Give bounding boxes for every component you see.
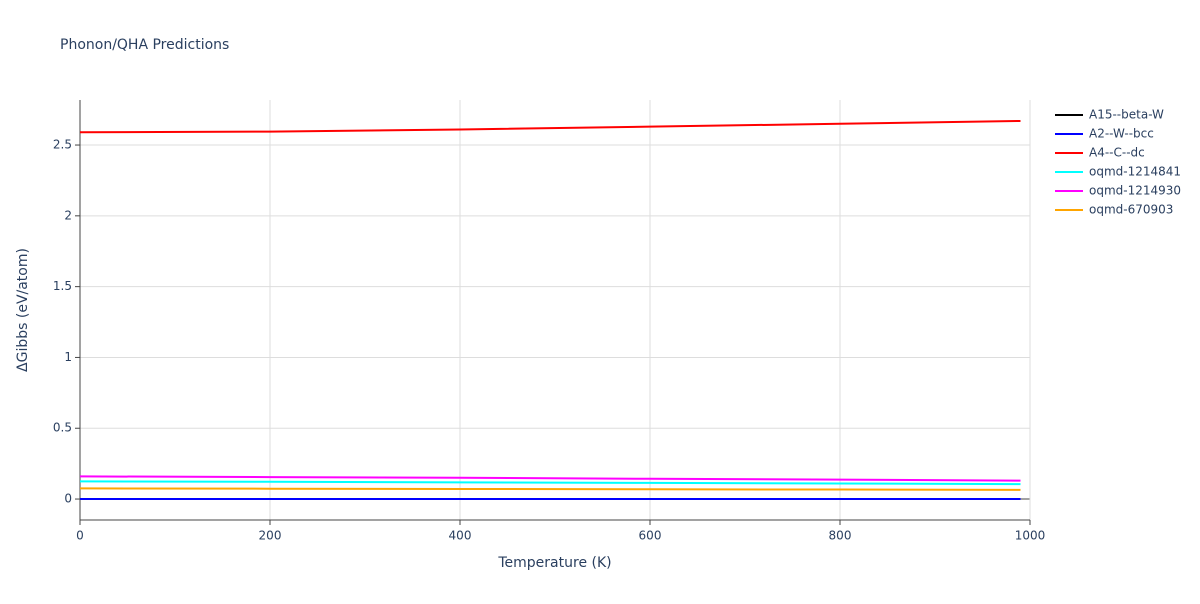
y-tick-label: 1.5 [53,279,72,293]
x-tick-label: 400 [449,529,472,543]
y-tick-label: 2.5 [53,138,72,152]
series-line [79,480,1021,486]
legend-label: oqmd-1214841 [1089,165,1181,179]
legend-label: A15--beta-W [1089,108,1164,122]
chart-title: Phonon/QHA Predictions [60,37,229,53]
x-axis-label: Temperature (K) [497,555,611,571]
legend-label: oqmd-670903 [1089,203,1173,217]
y-tick-label: 0 [64,492,72,506]
x-tick-label: 200 [259,529,282,543]
x-tick-label: 0 [76,529,84,543]
legend-label: A4--C--dc [1089,146,1145,160]
series-line [79,487,1021,491]
y-tick-label: 0.5 [53,421,72,435]
y-tick-label: 2 [64,208,72,222]
legend-label: A2--W--bcc [1089,127,1154,141]
y-axis-label: ΔGibbs (eV/atom) [15,248,31,372]
legend-label: oqmd-1214930 [1089,184,1181,198]
x-tick-label: 600 [639,529,662,543]
y-tick-label: 1 [64,350,72,364]
x-tick-label: 1000 [1015,529,1046,543]
series-line [79,475,1021,482]
series-line [79,119,1021,134]
x-tick-label: 800 [829,529,852,543]
